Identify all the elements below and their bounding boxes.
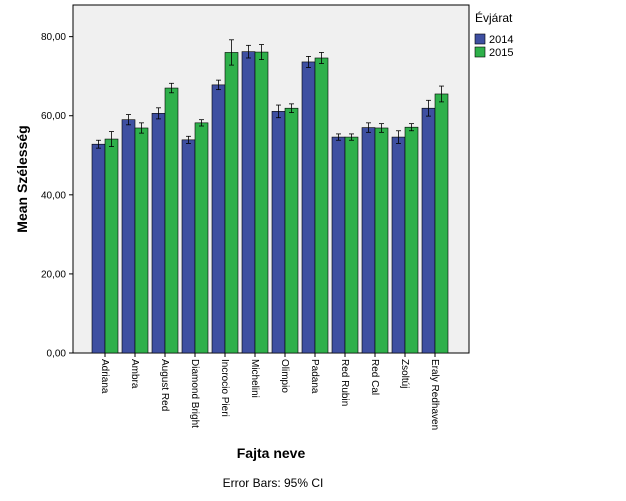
error-bars-footnote: Error Bars: 95% CI (223, 476, 324, 490)
bar-2014-2 (151, 113, 166, 354)
bar-2015-10 (404, 126, 419, 354)
bars-group (91, 51, 449, 354)
bar-2014-10 (391, 136, 406, 354)
bar-2015-1 (134, 127, 149, 354)
bar-2014-1 (121, 119, 136, 354)
x-tick-label: Diamond Bright (189, 359, 200, 428)
x-tick-label: Eraly Redhaven (429, 359, 440, 430)
bar-2014-7 (301, 61, 316, 354)
legend-label-2014: 2014 (489, 34, 513, 46)
x-tick-label: Ambra (129, 359, 140, 389)
bar-2014-0 (91, 143, 106, 354)
error-bars-group (96, 39, 444, 149)
y-tick-label: 40,00 (41, 190, 66, 201)
x-tick-label: Adriana (99, 359, 110, 394)
y-tick-label: 0,00 (47, 349, 67, 360)
legend-swatch-2014 (474, 33, 486, 45)
x-tick-label: Michelini (249, 359, 260, 398)
x-tick-label: Red Cal (369, 359, 380, 395)
x-tick-label: Incrocio Pieri (219, 359, 230, 417)
bar-2014-9 (361, 127, 376, 354)
bar-2015-4 (224, 52, 239, 354)
bar-2014-3 (181, 139, 196, 354)
bar-2014-11 (421, 107, 436, 354)
x-axis-title: Fajta neve (237, 445, 306, 461)
y-axis-title: Mean Szélesség (14, 125, 30, 232)
x-tick-label: August Red (159, 359, 170, 411)
legend-title: Évjárat (475, 10, 513, 25)
bar-2014-4 (211, 84, 226, 354)
x-tick-label: Olimpio (279, 359, 290, 393)
bar-2014-6 (271, 111, 286, 354)
legend-label-2015: 2015 (489, 47, 513, 59)
bar-2015-7 (314, 57, 329, 354)
x-tick-label: Zsoltúj (399, 359, 410, 388)
x-ticks-group: Adriana Ambra August Red Diamond Bright Incr… (99, 353, 440, 430)
bar-2014-5 (241, 51, 256, 354)
bar-2015-3 (194, 122, 209, 354)
x-tick-label: Padana (309, 359, 320, 394)
bar-2015-8 (344, 136, 359, 354)
bar-2014-8 (331, 136, 346, 354)
bar-2015-5 (254, 51, 269, 354)
y-tick-label: 60,00 (41, 111, 66, 122)
bar-2015-11 (434, 93, 449, 354)
bar-2015-9 (374, 127, 389, 354)
bar-2015-6 (284, 107, 299, 354)
legend-swatch-2015 (474, 46, 486, 58)
y-tick-label: 20,00 (41, 269, 66, 280)
bar-2015-2 (164, 87, 179, 354)
y-tick-label: 80,00 (41, 32, 66, 43)
y-ticks-group: 0,00 20,00 40,00 60,00 80,00 (41, 32, 73, 360)
bar-2015-0 (104, 138, 119, 354)
x-tick-label: Red Rubin (339, 359, 350, 406)
